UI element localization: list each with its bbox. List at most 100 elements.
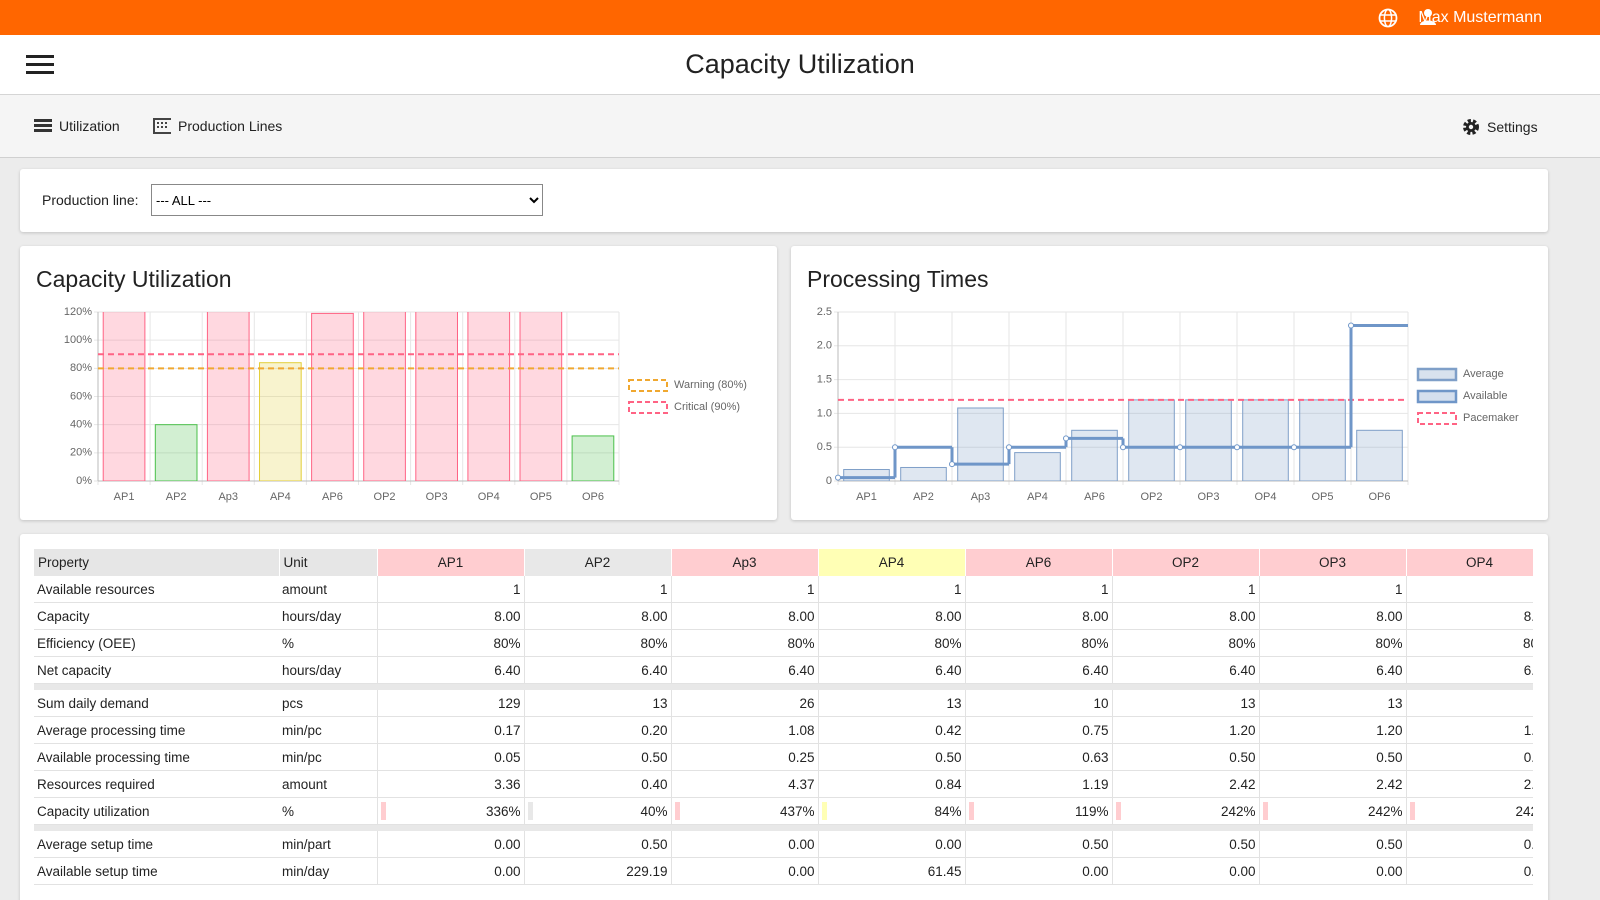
value-cell: 13 [1405, 690, 1533, 717]
x-tick-label: OP6 [1368, 491, 1390, 503]
column-header: Property [34, 549, 280, 576]
value-cell: 0.50 [1405, 743, 1533, 771]
value-cell: 0.75 [964, 716, 1112, 744]
step-point [1291, 444, 1297, 451]
bar [519, 312, 563, 481]
value-cell: 2.42 [1258, 770, 1406, 798]
y-tick-label: 40% [70, 419, 92, 431]
bar [154, 424, 198, 481]
legend-label: Available [1463, 390, 1507, 402]
tab-label: Utilization [59, 118, 120, 134]
value-cell: 0.40 [523, 770, 671, 798]
y-tick-label: 20% [70, 447, 92, 459]
property-cell: Sum daily demand [34, 690, 279, 717]
unit-cell: min/part [279, 831, 377, 858]
value-cell: 0.00 [1111, 857, 1259, 885]
column-header: OP3 [1259, 549, 1407, 576]
x-tick-label: OP5 [530, 491, 552, 503]
separator-cell [34, 824, 1533, 831]
chart-card: Capacity Utilization 0% 20% 40% 60% 80% 100% 1… [20, 246, 777, 520]
bar [102, 312, 146, 481]
value-cell: 0.25 [670, 743, 818, 771]
property-cell: Available resources [34, 576, 279, 603]
x-tick-label: OP3 [1197, 491, 1219, 503]
production-lines-tab[interactable]: Production Lines [153, 118, 282, 134]
utilization-tab[interactable]: Utilization [34, 118, 120, 134]
chart-title: Capacity Utilization [36, 266, 232, 292]
unit-cell: pcs [279, 690, 377, 717]
user-name[interactable]: Max Mustermann [1418, 9, 1542, 26]
x-tick-label: Ap3 [218, 491, 238, 503]
bar [843, 469, 890, 481]
x-tick-label: AP1 [114, 491, 135, 503]
menu-button[interactable] [26, 55, 54, 75]
property-cell: Capacity [34, 602, 279, 630]
plot [102, 312, 615, 481]
value-cell: 129 [376, 690, 524, 717]
value-cell: 13 [523, 690, 671, 717]
column-header: OP4 [1406, 549, 1533, 576]
table-row: Average processing time min/pc 0.17 0.20 1.0… [34, 716, 1533, 744]
user-icon[interactable] [1418, 7, 1438, 27]
value-cell: 229.19 [523, 857, 671, 885]
table-row: Net capacity hours/day 6.40 6.40 6.40 6.40 6.4… [34, 656, 1533, 684]
chart-card: Processing Times 0 0.5 1.0 1.5 2.0 2.5 AP1 AP2 A… [791, 246, 1548, 520]
value-cell: 80% [964, 629, 1112, 657]
chart: 0% 20% 40% 60% 80% 100% 120% AP1 AP2 Ap3 AP4 AP6 OP2… [64, 306, 747, 503]
bar [415, 312, 458, 481]
value-cell: 437% [670, 797, 818, 825]
value-cell: 6.40 [817, 656, 965, 684]
plot [838, 324, 1408, 481]
x-tick-label: OP6 [582, 491, 604, 503]
value-cell: 0.50 [523, 743, 671, 771]
utilization-indicator [527, 802, 533, 820]
step-point [1120, 444, 1126, 451]
step-point [892, 444, 898, 451]
value-cell: 0.50 [817, 743, 965, 771]
top-bar: Max Mustermann [0, 0, 1600, 35]
language-icon[interactable] [1378, 8, 1398, 28]
utilization-indicator [1409, 802, 1415, 820]
production-line-select[interactable]: --- ALL --- [151, 184, 543, 216]
y-tick-label: 120% [64, 306, 92, 318]
value-cell: 8.00 [376, 602, 524, 630]
unit-cell: % [279, 797, 377, 825]
settings-button[interactable]: Settings [1462, 118, 1538, 136]
value-cell: 242% [1405, 797, 1533, 825]
value-cell: 1 [1405, 576, 1533, 603]
property-cell: Efficiency (OEE) [34, 629, 279, 657]
legend-label: Critical (90%) [674, 401, 740, 413]
table-row: Capacity utilization% 336% 40% 437% 84% 119% 2… [34, 797, 1533, 825]
y-tick-label: 1.5 [817, 374, 832, 386]
gear-icon [1463, 119, 1479, 135]
x-tick-label: Ap3 [971, 491, 991, 503]
value-cell: 0.00 [1258, 857, 1406, 885]
unit-cell: hours/day [279, 656, 377, 684]
value-cell: 80% [523, 629, 671, 657]
column-header: AP1 [377, 549, 525, 576]
value-cell: 0.63 [964, 743, 1112, 771]
property-cell: Capacity utilization [34, 797, 279, 825]
bar [363, 312, 406, 481]
value-cell: 0.50 [1258, 743, 1406, 771]
step-point [1006, 444, 1012, 451]
chart: 0 0.5 1.0 1.5 2.0 2.5 AP1 AP2 Ap3 AP4 AP6 OP2 OP3 OP4… [817, 306, 1519, 503]
page-title: Capacity Utilization [685, 49, 915, 79]
value-cell: 0.50 [1405, 831, 1533, 858]
header-row: Property Unit AP1 AP2 Ap3 AP4 AP6 OP2 OP3 OP4 [34, 549, 1533, 576]
table-row: Available setup time min/day 0.00 229.19 0.0… [34, 857, 1533, 885]
x-tick-label: OP2 [374, 491, 396, 503]
filter-card: Production line: --- ALL --- [20, 169, 1548, 232]
value-cell: 1.08 [670, 716, 818, 744]
data-table: Property Unit AP1 AP2 Ap3 AP4 AP6 OP2 OP3 OP4 Avai… [34, 549, 1533, 885]
column-header: AP4 [818, 549, 966, 576]
value-cell: 10 [964, 690, 1112, 717]
bar [900, 466, 947, 481]
utilization-indicator [674, 802, 680, 820]
value-cell: 0.05 [376, 743, 524, 771]
x-tick-label: AP2 [166, 491, 187, 503]
value-cell: 6.40 [1111, 656, 1259, 684]
value-cell: 0.50 [523, 831, 671, 858]
value-cell: 80% [1111, 629, 1259, 657]
y-tick-label: 0 [826, 475, 832, 487]
